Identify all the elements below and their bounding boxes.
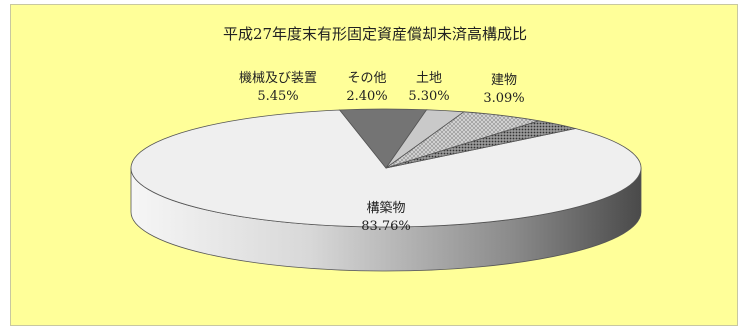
- slice-label-tochi: 土地: [416, 71, 442, 86]
- pie-chart: 平成27年度末有形固定資産償却未済高構成比 構築物 83.76% 機械及び装置 5.4…: [130, 25, 642, 272]
- slice-label-kouchikubutsu: 構築物: [366, 201, 405, 216]
- chart-title: 平成27年度末有形固定資産償却未済高構成比: [223, 25, 527, 43]
- pie-labels: 構築物 83.76% 機械及び装置 5.45% その他 2.40% 土地 5.30% 建物 3.0…: [239, 71, 525, 234]
- pie-slice-tatemono: [385, 120, 576, 169]
- slice-value-kikai: 5.45%: [257, 89, 298, 104]
- slice-value-sonota: 2.40%: [346, 89, 387, 104]
- slice-label-sonota: その他: [347, 71, 386, 86]
- slice-value-kouchikubutsu: 83.76%: [361, 219, 411, 234]
- pie-top: [130, 108, 642, 228]
- slice-label-kikai: 機械及び装置: [239, 71, 317, 86]
- slice-value-tochi: 5.30%: [408, 89, 449, 104]
- slice-value-tatemono: 3.09%: [483, 91, 524, 106]
- chart-panel: 平成27年度末有形固定資産償却未済高構成比 構築物 83.76% 機械及び装置 5.4…: [10, 4, 738, 326]
- slice-label-tatemono: 建物: [491, 73, 517, 88]
